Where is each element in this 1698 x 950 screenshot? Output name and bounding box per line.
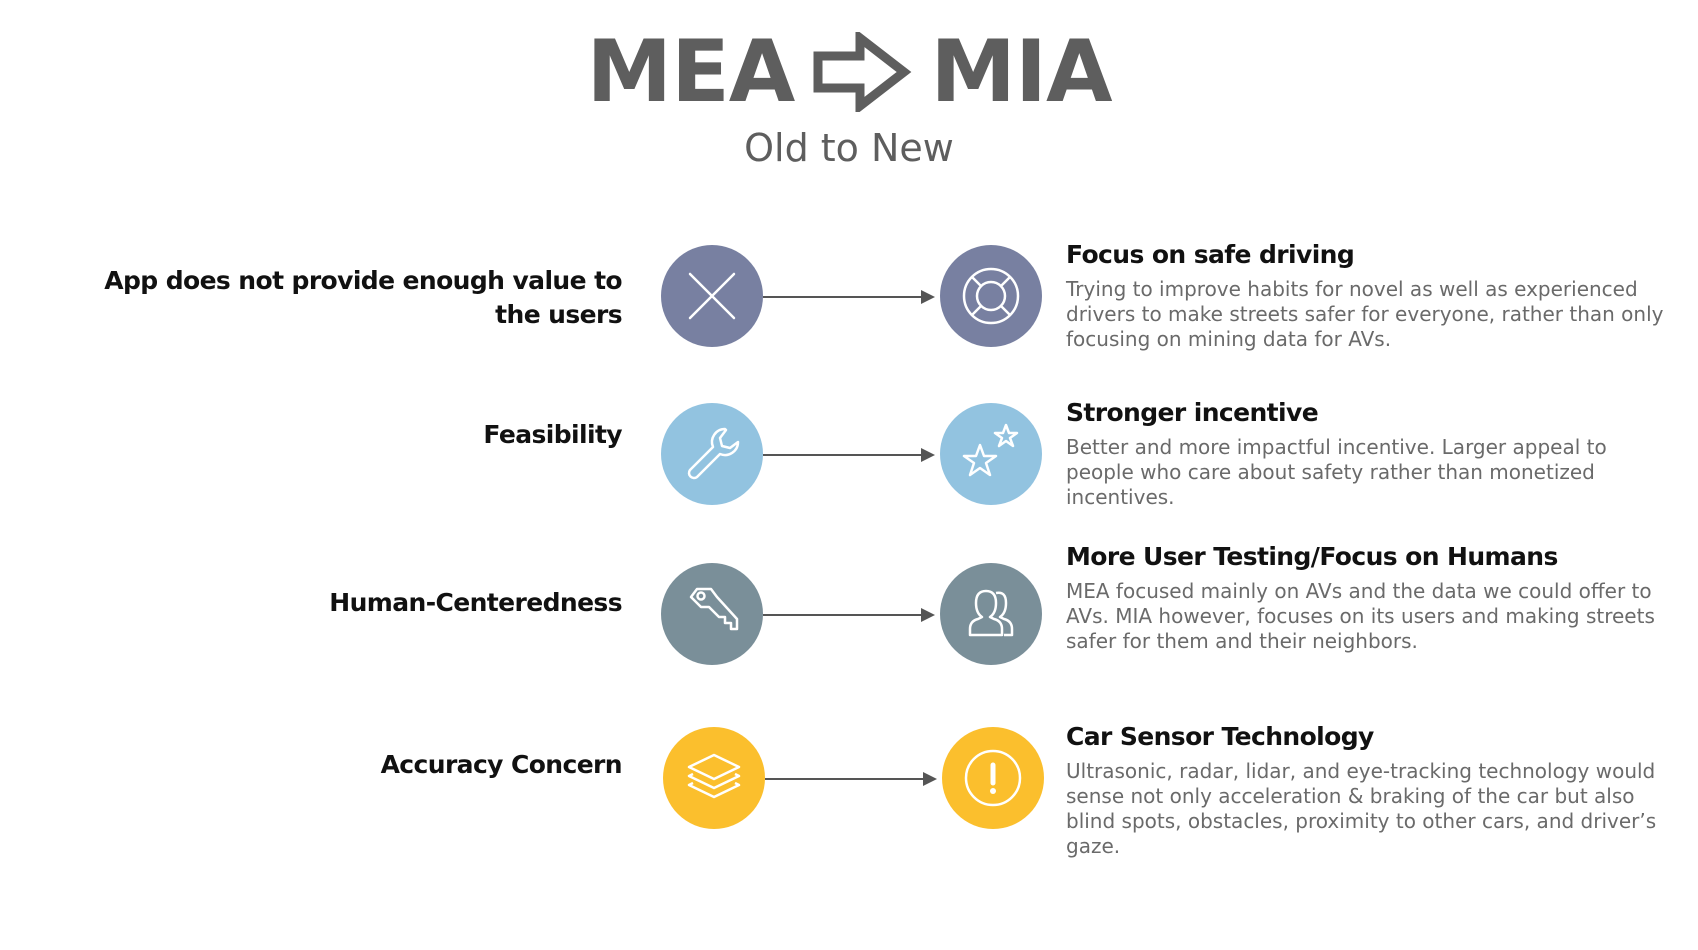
lifebuoy-icon	[962, 267, 1020, 325]
exclamation-icon	[964, 749, 1022, 807]
comparison-row-3: Human-Centeredness More User Testing/Foc…	[0, 542, 1698, 665]
comparison-row-2: Feasibility Stronger incentive Better an…	[0, 398, 1698, 509]
close-x-icon	[688, 272, 736, 320]
new-description: MEA focused mainly on AVs and the data w…	[1066, 579, 1655, 653]
old-icon-circle	[661, 245, 763, 347]
new-description: Trying to improve habits for novel as we…	[1066, 277, 1664, 351]
old-icon-circle	[661, 403, 763, 505]
comparison-row-4: Accuracy Concern Car Sensor Technology U…	[0, 722, 1698, 858]
new-icon-circle	[942, 727, 1044, 829]
new-title: More User Testing/Focus on Humans	[1066, 542, 1558, 571]
new-title: Focus on safe driving	[1066, 240, 1355, 269]
page-title: MEA MIA	[0, 22, 1698, 122]
old-label: App does not provide enough value to the…	[104, 266, 622, 329]
arrow-connector	[765, 772, 937, 786]
new-icon-circle	[940, 563, 1042, 665]
layers-icon	[687, 753, 741, 799]
new-description: Better and more impactful incentive. Lar…	[1066, 435, 1607, 509]
title-old: MEA	[586, 22, 795, 122]
users-icon	[968, 589, 1014, 637]
old-label: Accuracy Concern	[380, 750, 623, 779]
old-label: Feasibility	[483, 420, 622, 449]
arrow-connector	[763, 608, 935, 622]
arrow-connector	[763, 290, 935, 304]
arrow-connector	[763, 448, 935, 462]
stars-icon	[962, 423, 1019, 477]
new-description: Ultrasonic, radar, lidar, and eye-tracki…	[1066, 759, 1657, 858]
old-icon-circle	[661, 563, 763, 665]
wrench-icon	[687, 427, 740, 480]
new-title: Car Sensor Technology	[1066, 722, 1374, 751]
old-label: Human-Centeredness	[329, 588, 622, 617]
key-icon	[689, 587, 739, 631]
old-icon-circle	[663, 727, 765, 829]
new-title: Stronger incentive	[1066, 398, 1319, 427]
comparison-row-1: App does not provide enough value to the…	[0, 240, 1698, 351]
title-new: MIA	[930, 22, 1112, 122]
new-icon-circle	[940, 403, 1042, 505]
new-icon-circle	[940, 245, 1042, 347]
right-arrow-icon	[812, 28, 912, 115]
page-subtitle: Old to New	[744, 126, 954, 170]
